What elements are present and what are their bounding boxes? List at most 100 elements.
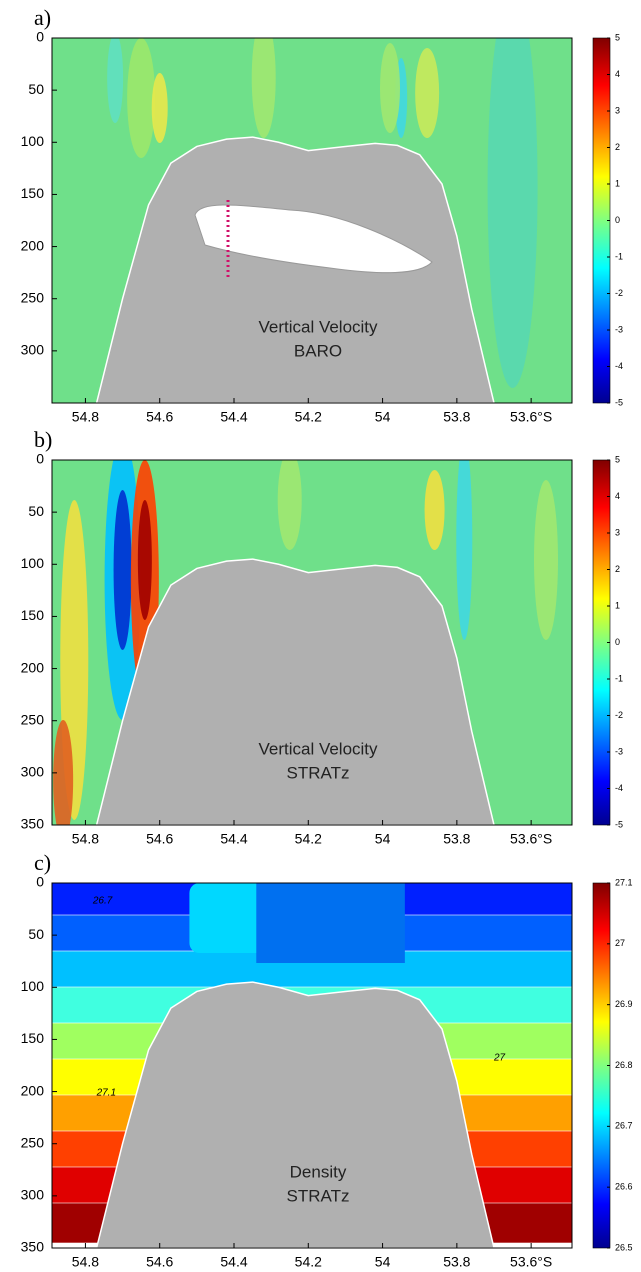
y-tick-label: 100 <box>21 978 45 994</box>
x-tick-label: 53.8 <box>443 831 470 847</box>
x-tick-label: 54.2 <box>295 1254 322 1270</box>
y-tick-label: 150 <box>21 1030 45 1046</box>
y-tick-label: 150 <box>21 607 45 623</box>
colorbar-tick-label: 2 <box>615 142 620 152</box>
colorbar-tick-label: 0 <box>615 637 620 647</box>
y-tick-label: 200 <box>21 1082 45 1098</box>
colorbar-tick-label: 3 <box>615 527 620 537</box>
seamount <box>95 981 495 1248</box>
contour-region <box>277 460 302 550</box>
panel-label: c) <box>34 850 51 875</box>
contour-region <box>456 460 473 640</box>
contour-region <box>424 470 445 550</box>
y-tick-label: 100 <box>21 555 45 571</box>
annotation: STRATz <box>287 1186 350 1205</box>
colorbar-tick-label: 26.7 <box>615 1121 633 1131</box>
contour-region <box>137 500 152 620</box>
plot-frame <box>51 37 573 404</box>
y-tick-label: 200 <box>21 659 45 675</box>
y-tick-label: 200 <box>21 237 45 253</box>
x-tick-label: 54.8 <box>72 1254 99 1270</box>
colorbar-tick-label: -1 <box>615 673 623 683</box>
colorbar-tick-label: 4 <box>615 491 620 501</box>
contour-region <box>127 38 156 158</box>
colorbar-tick-label: -5 <box>615 397 623 407</box>
y-tick-label: 350 <box>21 1239 45 1255</box>
x-tick-label: 53.6°S <box>510 1254 552 1270</box>
colorbar-tick-label: -2 <box>615 710 623 720</box>
y-tick-label: 250 <box>21 711 45 727</box>
y-tick-label: 50 <box>28 926 44 942</box>
colorbar-tick-label: 26.5 <box>615 1242 633 1252</box>
x-tick-label: 54.4 <box>220 1254 247 1270</box>
x-tick-label: 54.8 <box>72 409 99 425</box>
x-tick-label: 54.6 <box>146 409 173 425</box>
colorbar-tick-label: -1 <box>615 251 623 261</box>
contour-region <box>251 38 276 138</box>
island-inset <box>194 204 433 274</box>
y-tick-label: 300 <box>21 1187 45 1203</box>
contour-label: 27.1 <box>96 1088 116 1099</box>
y-tick-label: 250 <box>21 289 45 305</box>
contour-region <box>113 490 132 650</box>
y-tick-label: 300 <box>21 342 45 358</box>
colorbar-tick-label: 3 <box>615 105 620 115</box>
x-tick-label: 53.6°S <box>510 409 552 425</box>
colorbar-tick-label: 5 <box>615 32 620 42</box>
annotation: STRATz <box>287 763 350 782</box>
colorbar-tick-label: 2 <box>615 564 620 574</box>
y-tick-label: 50 <box>28 503 44 519</box>
x-tick-label: 54 <box>375 409 391 425</box>
colorbar-tick-label: 4 <box>615 69 620 79</box>
colorbar-tick-label: -3 <box>615 746 623 756</box>
x-tick-label: 54.2 <box>295 831 322 847</box>
panel: 26.7 27.1 27 c) Density STRATz 0 50 100 150 200 250… <box>21 850 633 1270</box>
panel-label: a) <box>34 5 51 30</box>
x-tick-label: 54.6 <box>146 1254 173 1270</box>
x-tick-label: 54.6 <box>146 831 173 847</box>
x-tick-label: 54 <box>375 831 391 847</box>
plot-frame <box>51 459 573 826</box>
x-tick-label: 54 <box>375 1254 391 1270</box>
y-tick-label: 250 <box>21 1134 45 1150</box>
contour-region <box>534 480 558 640</box>
colorbar-tick-label: -2 <box>615 288 623 298</box>
contour-region <box>487 38 538 388</box>
annotation: Vertical Velocity <box>258 739 378 758</box>
x-tick-label: 53.8 <box>443 1254 470 1270</box>
y-tick-label: 50 <box>28 81 44 97</box>
plot-frame <box>51 882 573 1249</box>
y-tick-label: 350 <box>21 816 45 832</box>
colorbar-tick-label: -4 <box>615 361 623 371</box>
panel-label: b) <box>34 427 52 452</box>
x-tick-label: 53.8 <box>443 409 470 425</box>
colorbar-tick-label: 0 <box>615 215 620 225</box>
x-tick-label: 54.4 <box>220 831 247 847</box>
colorbar-tick-label: 26.6 <box>615 1182 633 1192</box>
colorbar-tick-label: 26.9 <box>615 999 633 1009</box>
y-tick-label: 300 <box>21 764 45 780</box>
y-tick-label: 0 <box>36 29 44 45</box>
contour-label: 27 <box>493 1053 506 1064</box>
colorbar-tick-label: 27.1 <box>615 877 633 887</box>
contour-label: 26.7 <box>92 896 113 907</box>
colorbar-tick-label: 26.8 <box>615 1060 633 1070</box>
x-tick-label: 54.4 <box>220 409 247 425</box>
y-tick-label: 150 <box>21 185 45 201</box>
colorbar-tick-label: 5 <box>615 454 620 464</box>
y-tick-label: 100 <box>21 133 45 149</box>
colorbar-tick-label: 27 <box>615 938 625 948</box>
annotation: BARO <box>294 341 342 360</box>
annotation: Density <box>290 1162 347 1181</box>
colorbar-tick-label: 1 <box>615 600 620 610</box>
colorbar-tick-label: -4 <box>615 783 623 793</box>
x-tick-label: 54.8 <box>72 831 99 847</box>
contour-region <box>53 720 74 825</box>
seamount <box>95 558 495 825</box>
x-tick-label: 54.2 <box>295 409 322 425</box>
colorbar-tick-label: -5 <box>615 819 623 829</box>
seamount <box>95 136 495 403</box>
x-tick-label: 53.6°S <box>510 831 552 847</box>
contour-region <box>415 48 440 138</box>
